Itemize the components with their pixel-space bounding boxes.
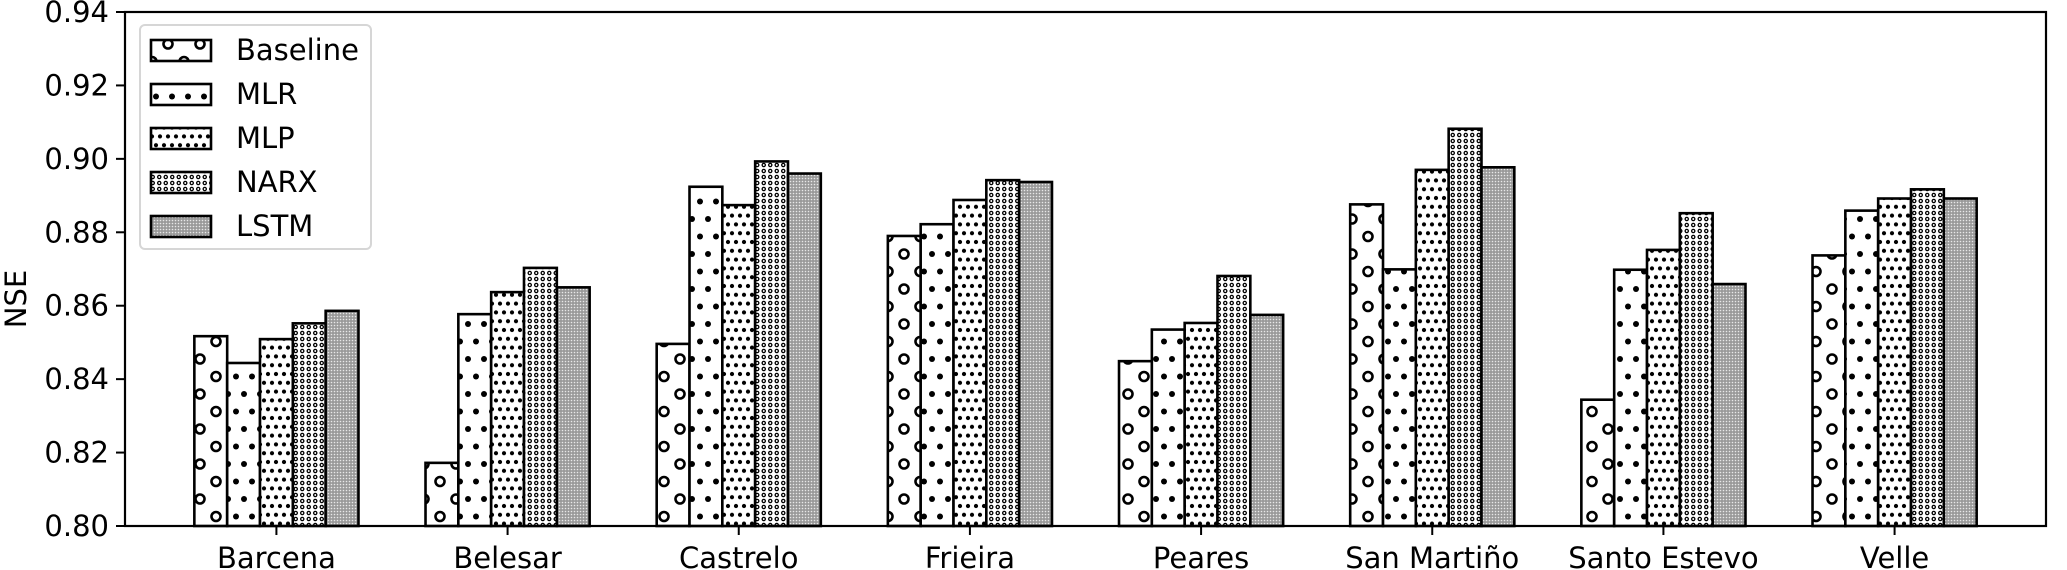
bars-layer: [193, 127, 1978, 528]
bar-narx-velle: [1909, 188, 1946, 528]
x-tick-label: Belesar: [453, 541, 562, 570]
y-axis-label: NSE: [0, 270, 33, 328]
legend-label-mlr: MLR: [236, 77, 297, 111]
bar-mlr-frieira: [919, 222, 955, 528]
y-axis: 0.80 0.82 0.84 0.86 0.88 0.90 0.92 0.94: [44, 0, 125, 543]
bar-lstm-castrelo: [786, 172, 823, 528]
bar-narx-santo-estevo: [1678, 211, 1714, 528]
bar-lstm-belesar: [555, 286, 591, 528]
bar-mlp-santo-estevo: [1645, 248, 1682, 528]
y-tick-label: 0.92: [44, 68, 109, 102]
legend-label-mlp: MLP: [236, 121, 295, 155]
bar-baseline-belesar: [424, 461, 460, 528]
y-tick-label: 0.80: [44, 509, 109, 543]
bar-baseline-velle: [1811, 254, 1847, 528]
x-tick-label: Santo Estevo: [1568, 541, 1758, 570]
x-tick-label: Frieira: [925, 541, 1015, 570]
bar-narx-barcena: [291, 322, 327, 528]
bar-lstm-san-martin-o: [1480, 166, 1516, 528]
bar-narx-belesar: [522, 266, 559, 528]
legend-label-narx: NARX: [236, 165, 318, 199]
legend-swatch-narx: [149, 170, 213, 195]
bar-narx-peares: [1216, 274, 1252, 528]
y-tick-label: 0.82: [44, 436, 109, 470]
bar-lstm-frieira: [1017, 180, 1054, 528]
legend-label-lstm: LSTM: [236, 209, 313, 243]
legend-swatch-mlp: [149, 126, 213, 151]
x-tick-label: Castrelo: [679, 541, 798, 570]
bar-mlr-barcena: [225, 361, 262, 528]
bar-mlp-san-martin-o: [1414, 168, 1450, 528]
legend-swatch-lstm: [149, 214, 213, 239]
bar-baseline-barcena: [193, 334, 229, 528]
x-tick-label: San Martiño: [1345, 541, 1519, 570]
x-axis: Barcena Belesar Castrelo Frieira Peares San M…: [217, 526, 1929, 570]
x-tick-label: Velle: [1860, 541, 1929, 570]
legend-swatch-mlr: [149, 82, 213, 107]
bar-lstm-barcena: [324, 309, 360, 528]
bar-mlr-santo-estevo: [1612, 268, 1649, 528]
bar-mlp-barcena: [258, 337, 295, 528]
legend: Baseline MLR MLP NARX LSTM: [139, 24, 372, 250]
bar-baseline-castrelo: [655, 342, 691, 528]
bar-baseline-santo-estevo: [1580, 398, 1616, 528]
bar-mlp-frieira: [952, 198, 988, 528]
x-tick-label: Barcena: [217, 541, 336, 570]
bar-mlp-velle: [1876, 197, 1913, 528]
bar-baseline-san-martin-o: [1348, 203, 1385, 528]
bar-mlr-velle: [1844, 209, 1880, 528]
bar-mlp-castrelo: [721, 203, 757, 528]
y-tick-label: 0.88: [44, 215, 109, 249]
bar-baseline-frieira: [886, 234, 922, 528]
axes-frame: [123, 10, 2048, 528]
y-tick-label: 0.94: [44, 0, 109, 29]
bar-mlr-peares: [1150, 328, 1186, 528]
y-tick-label: 0.86: [44, 289, 109, 323]
legend-label-baseline: Baseline: [236, 33, 359, 67]
x-tick-label: Peares: [1153, 541, 1249, 570]
bar-mlp-peares: [1183, 321, 1219, 528]
bar-lstm-velle: [1942, 197, 1978, 528]
bar-mlp-belesar: [489, 290, 526, 528]
y-tick-label: 0.90: [44, 142, 109, 176]
bar-lstm-peares: [1249, 313, 1285, 528]
y-tick-label: 0.84: [44, 362, 109, 396]
bar-narx-frieira: [985, 178, 1021, 528]
bar-mlr-belesar: [457, 312, 493, 528]
bar-narx-san-martin-o: [1447, 127, 1483, 528]
bar-mlr-castrelo: [688, 185, 724, 528]
legend-swatch-baseline: [149, 38, 213, 63]
bar-narx-castrelo: [753, 160, 790, 528]
bar-baseline-peares: [1117, 359, 1154, 528]
bar-mlr-san-martin-o: [1381, 268, 1418, 528]
bar-lstm-santo-estevo: [1711, 282, 1747, 528]
